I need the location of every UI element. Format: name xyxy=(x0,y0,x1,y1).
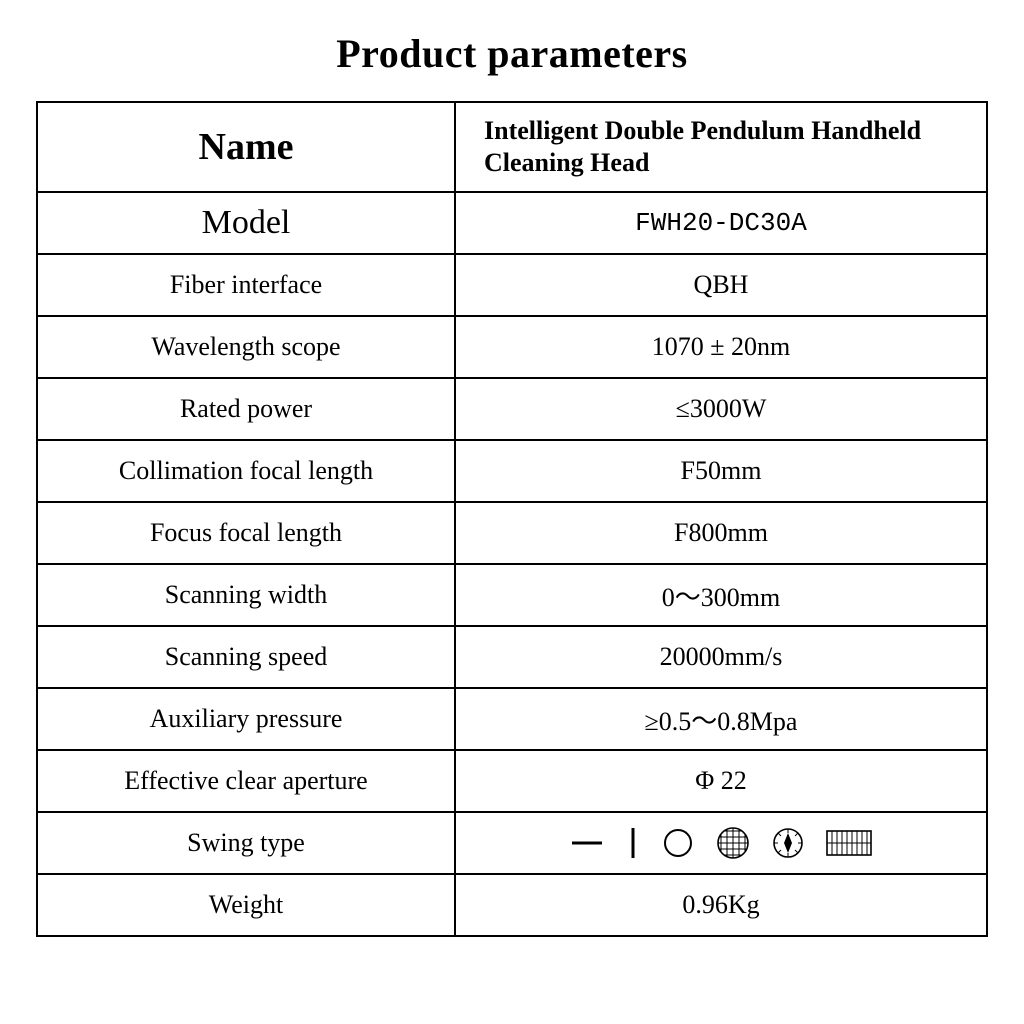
hatch-rect-icon xyxy=(826,830,872,856)
row-wavelength: Wavelength scope 1070 ± 20nm xyxy=(37,316,987,378)
header-name: Name xyxy=(37,102,455,192)
row-fiber: Fiber interface QBH xyxy=(37,254,987,316)
row-scan-speed-value: 20000mm/s xyxy=(455,626,987,688)
row-aperture-value: Φ 22 xyxy=(455,750,987,812)
row-rated-power-label: Rated power xyxy=(37,378,455,440)
row-model: Model FWH20-DC30A xyxy=(37,192,987,254)
row-fiber-label: Fiber interface xyxy=(37,254,455,316)
row-scan-width: Scanning width 0～300mm xyxy=(37,564,987,626)
row-scan-width-label: Scanning width xyxy=(37,564,455,626)
row-collimation: Collimation focal length F50mm xyxy=(37,440,987,502)
row-fiber-value: QBH xyxy=(455,254,987,316)
row-scan-speed-label: Scanning speed xyxy=(37,626,455,688)
row-aux-pressure-value: ≥0.5～0.8Mpa xyxy=(455,688,987,750)
row-collimation-label: Collimation focal length xyxy=(37,440,455,502)
page-title: Product parameters xyxy=(36,30,988,77)
row-swing: Swing type xyxy=(37,812,987,874)
row-aperture-label: Effective clear aperture xyxy=(37,750,455,812)
grid-circle-icon xyxy=(716,826,750,860)
row-wavelength-value: 1070 ± 20nm xyxy=(455,316,987,378)
row-aux-pressure: Auxiliary pressure ≥0.5～0.8Mpa xyxy=(37,688,987,750)
row-focus-label: Focus focal length xyxy=(37,502,455,564)
header-value: Intelligent Double Pendulum Handheld Cle… xyxy=(455,102,987,192)
row-model-value: FWH20-DC30A xyxy=(455,192,987,254)
table-header-row: Name Intelligent Double Pendulum Handhel… xyxy=(37,102,987,192)
row-collimation-value: F50mm xyxy=(455,440,987,502)
swing-icons xyxy=(456,826,986,860)
row-focus-value: F800mm xyxy=(455,502,987,564)
header-value-line1: Intelligent Double Pendulum Handheld Cle… xyxy=(484,116,921,178)
dash-icon xyxy=(570,828,604,858)
row-swing-label: Swing type xyxy=(37,812,455,874)
row-model-label: Model xyxy=(37,192,455,254)
bar-icon xyxy=(626,826,640,860)
page: Product parameters Name Intelligent Doub… xyxy=(0,0,1024,1024)
row-weight: Weight 0.96Kg xyxy=(37,874,987,936)
parameters-table: Name Intelligent Double Pendulum Handhel… xyxy=(36,101,988,937)
circle-icon xyxy=(662,827,694,859)
row-wavelength-label: Wavelength scope xyxy=(37,316,455,378)
row-weight-value: 0.96Kg xyxy=(455,874,987,936)
row-scan-speed: Scanning speed 20000mm/s xyxy=(37,626,987,688)
row-weight-label: Weight xyxy=(37,874,455,936)
row-rated-power-value: ≤3000W xyxy=(455,378,987,440)
row-rated-power: Rated power ≤3000W xyxy=(37,378,987,440)
row-swing-value xyxy=(455,812,987,874)
row-aux-pressure-label: Auxiliary pressure xyxy=(37,688,455,750)
row-aperture: Effective clear aperture Φ 22 xyxy=(37,750,987,812)
row-scan-width-value: 0～300mm xyxy=(455,564,987,626)
row-focus: Focus focal length F800mm xyxy=(37,502,987,564)
compass-icon xyxy=(772,827,804,859)
